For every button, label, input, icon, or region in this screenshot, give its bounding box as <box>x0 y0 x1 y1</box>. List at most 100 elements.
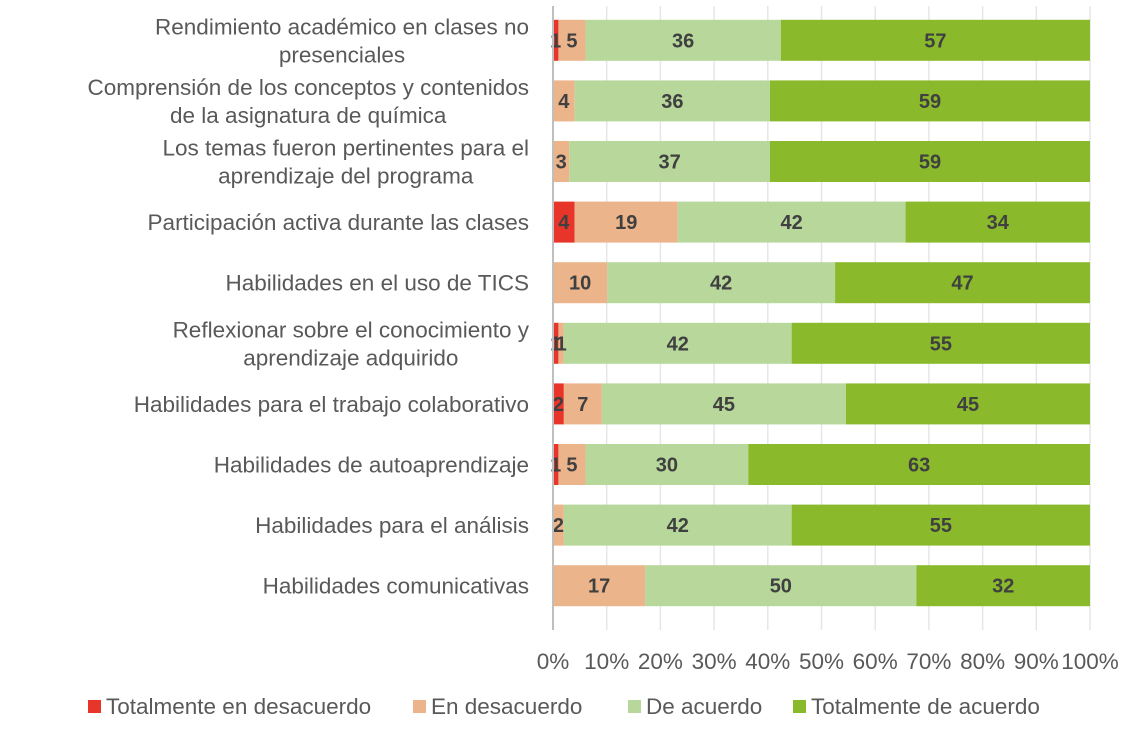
category-label-line: Habilidades en el uso de TICS <box>225 271 529 296</box>
bar-segment <box>553 141 570 182</box>
category-label: Rendimiento académico en clases no presen… <box>155 14 529 67</box>
bar-segment <box>585 19 781 61</box>
data-label: 47 <box>951 273 973 295</box>
bar-segment <box>791 322 1090 364</box>
bar-segment <box>553 444 559 485</box>
data-label: 1 <box>550 455 561 477</box>
category-label-line: presenciales <box>279 42 405 67</box>
bar-segment <box>769 80 1090 122</box>
legend-label: En desacuerdo <box>431 694 582 719</box>
category-label: Los temas fueron pertinentes para el apre… <box>163 136 529 189</box>
data-label: 1 <box>550 333 561 355</box>
data-label: 42 <box>781 212 803 234</box>
data-label: 5 <box>566 455 577 477</box>
category-label-line: Habilidades para el análisis <box>255 513 529 538</box>
data-label: 3 <box>556 152 567 174</box>
bar-segment <box>563 383 602 425</box>
data-label: 4 <box>558 212 570 234</box>
bar-segment <box>791 504 1090 546</box>
bar-segment <box>574 80 770 122</box>
category-label-line: Rendimiento académico en clases no <box>155 14 529 39</box>
data-label: 42 <box>667 515 689 537</box>
data-label: 32 <box>992 576 1014 598</box>
data-label: 45 <box>957 394 979 416</box>
bars <box>553 19 1090 607</box>
data-label: 50 <box>770 576 792 598</box>
data-label: 4 <box>558 91 570 113</box>
bar-segment <box>558 19 586 61</box>
x-tick-label: 0% <box>537 649 570 674</box>
category-label-line: aprendizaje del programa <box>218 164 474 189</box>
bar-segment <box>553 201 575 243</box>
x-tick-label: 30% <box>692 649 737 674</box>
data-label: 2 <box>553 394 564 416</box>
category-label: Participación activa durante las clases <box>148 210 529 235</box>
data-label: 59 <box>919 91 941 113</box>
bar-segment <box>563 322 792 364</box>
data-label: 2 <box>553 515 564 537</box>
bar-segment <box>558 322 564 364</box>
x-axis-tick-labels: 0% 10% 20% 30% 40% 50% 60% 70% 80% 90% 100% <box>537 649 1119 674</box>
bar-segment <box>553 504 564 546</box>
category-label-line: aprendizaje adquirido <box>243 345 458 370</box>
data-label: 45 <box>713 394 735 416</box>
data-label: 7 <box>577 394 588 416</box>
bar-segment <box>601 383 846 425</box>
bar-segment <box>553 565 646 607</box>
category-label: Habilidades en el uso de TICS <box>225 271 529 296</box>
bar-segment <box>553 262 608 304</box>
bar-segment <box>569 141 770 182</box>
legend-item: De acuerdo <box>628 694 762 719</box>
data-label: 42 <box>710 273 732 295</box>
x-tick-label: 60% <box>853 649 898 674</box>
bar-segment <box>769 141 1090 182</box>
category-label-line: de la asignatura de química <box>170 103 447 128</box>
category-label: Comprensión de los conceptos y contenido… <box>87 75 529 128</box>
bar-segment <box>553 19 559 61</box>
category-label: Reflexionar sobre el conocimiento y apren… <box>173 317 530 370</box>
bar-segment <box>553 383 564 425</box>
data-label: 36 <box>661 91 683 113</box>
category-label-line: Participación activa durante las clases <box>148 210 529 235</box>
bar-segment <box>677 201 906 243</box>
category-label: Habilidades para el trabajo colaborativo <box>134 392 529 417</box>
data-label: 30 <box>656 455 678 477</box>
data-label: 5 <box>566 30 577 52</box>
category-label: Habilidades comunicativas <box>263 574 529 599</box>
category-label: Habilidades de autoaprendizaje <box>214 453 529 478</box>
x-tick-label: 100% <box>1061 649 1119 674</box>
data-label: 1 <box>550 30 561 52</box>
bar-segment <box>905 201 1090 243</box>
data-label: 1 <box>556 333 567 355</box>
legend-item: En desacuerdo <box>413 694 582 719</box>
category-label-line: Habilidades para el trabajo colaborativo <box>134 392 529 417</box>
data-label: 36 <box>672 30 694 52</box>
bar-segment <box>558 444 586 485</box>
bar-segment <box>748 444 1090 485</box>
category-label: Habilidades para el análisis <box>255 513 529 538</box>
data-label: 57 <box>924 30 946 52</box>
bar-segment <box>585 444 749 485</box>
legend-label: De acuerdo <box>646 694 762 719</box>
data-label: 59 <box>919 152 941 174</box>
bar-segment <box>845 383 1090 425</box>
bar-segment <box>645 565 917 607</box>
legend-label: Totalmente en desacuerdo <box>106 694 371 719</box>
data-label: 37 <box>658 152 680 174</box>
data-label: 10 <box>569 273 591 295</box>
bar-segment <box>780 19 1090 61</box>
legend-swatch <box>628 700 641 713</box>
x-tick-label: 20% <box>638 649 683 674</box>
legend-item: Totalmente en desacuerdo <box>88 694 371 719</box>
bar-segment <box>916 565 1090 607</box>
category-label-line: Comprensión de los conceptos y contenido… <box>87 75 529 100</box>
legend: Totalmente en desacuerdo En desacuerdo De … <box>88 694 1040 719</box>
data-label: 34 <box>987 212 1010 234</box>
category-label-line: Los temas fueron pertinentes para el <box>163 136 529 161</box>
legend-label: Totalmente de acuerdo <box>811 694 1040 719</box>
data-label: 17 <box>588 576 610 598</box>
bar-segment <box>553 322 559 364</box>
bar-segment <box>553 80 575 122</box>
